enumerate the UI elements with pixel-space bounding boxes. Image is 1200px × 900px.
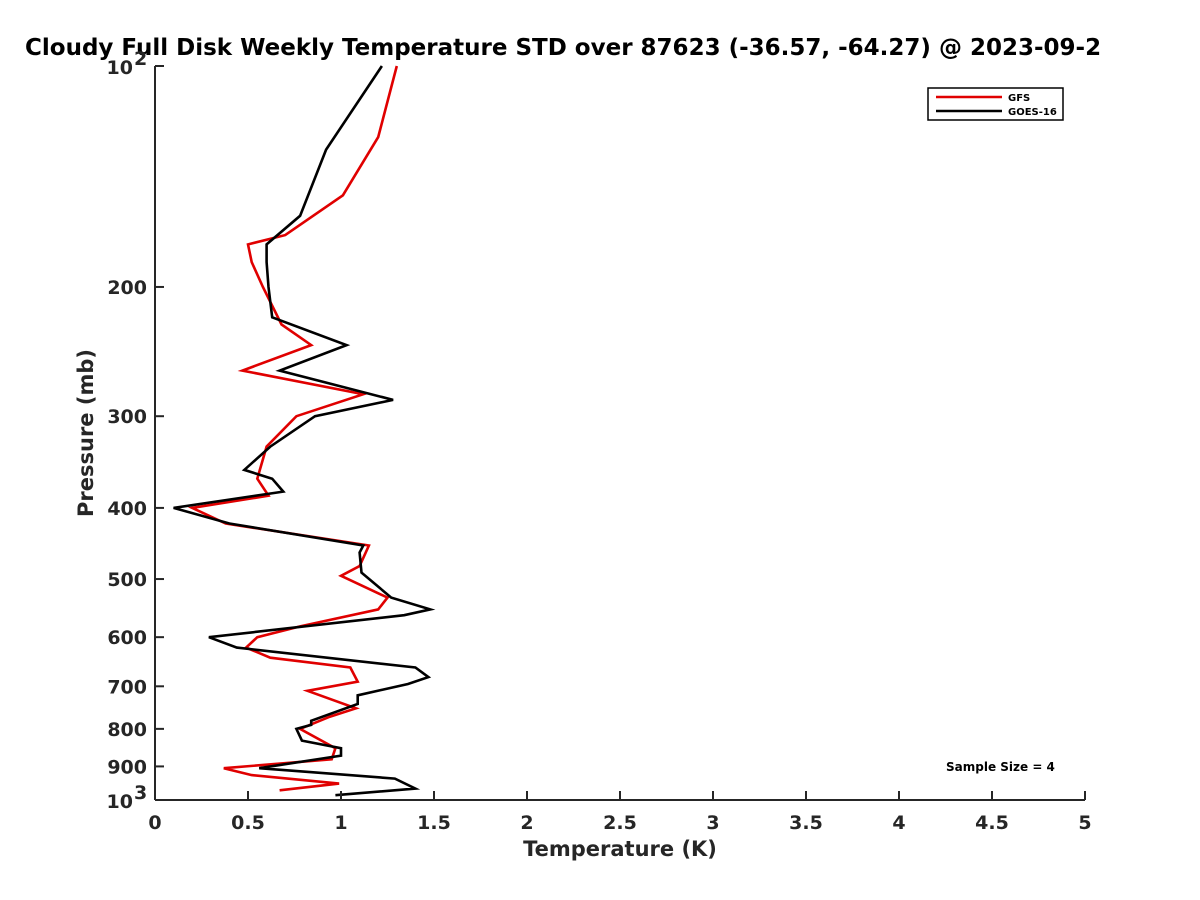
x-tick-label: 3.5 <box>789 812 823 834</box>
y-tick-label: 500 <box>107 569 147 591</box>
y-tick-label: 800 <box>107 719 147 741</box>
y-tick-label-base: 10 <box>107 791 133 813</box>
x-tick-label: 4 <box>892 812 905 834</box>
x-tick-label: 4.5 <box>975 812 1009 834</box>
y-tick-label: 700 <box>107 676 147 698</box>
legend-box <box>927 87 1064 121</box>
y-tick-label-base: 10 <box>107 57 133 79</box>
y-tick-label: 600 <box>107 627 147 649</box>
x-tick-label: 3 <box>706 812 719 834</box>
y-tick-label-exponent: 3 <box>134 782 147 804</box>
y-tick-label: 200 <box>107 277 147 299</box>
axes-layer: 0 0.5 1 1.5 2 2.5 3 3.5 4 4.5 510 22003004005006007… <box>107 48 1092 834</box>
x-tick-label: 2.5 <box>603 812 637 834</box>
y-tick-label-exponent: 2 <box>134 48 147 70</box>
y-tick-label: 900 <box>107 756 147 778</box>
x-tick-label: 5 <box>1078 812 1091 834</box>
legend-label-gfs: GFS <box>1008 93 1030 104</box>
y-axis-title: Pressure (mb) <box>74 349 98 517</box>
y-tick-label: 400 <box>107 498 147 520</box>
x-axis-title: Temperature (K) <box>523 837 717 861</box>
series-layer <box>173 65 436 797</box>
legend-label-goes16: GOES-16 <box>1008 107 1057 118</box>
sample-size-annotation: Sample Size = 4 <box>946 760 1055 774</box>
x-tick-label: 0 <box>148 812 161 834</box>
y-tick-label: 300 <box>107 406 147 428</box>
plot-area <box>155 66 1085 800</box>
chart-title: Cloudy Full Disk Weekly Temperature STD … <box>25 35 1101 61</box>
x-tick-label: 2 <box>520 812 533 834</box>
x-tick-label: 1.5 <box>417 812 451 834</box>
x-tick-label: 0.5 <box>231 812 265 834</box>
x-tick-label: 1 <box>334 812 347 834</box>
series-line-goes16 <box>173 65 436 797</box>
legend: GFS GOES-16 <box>927 87 1064 121</box>
